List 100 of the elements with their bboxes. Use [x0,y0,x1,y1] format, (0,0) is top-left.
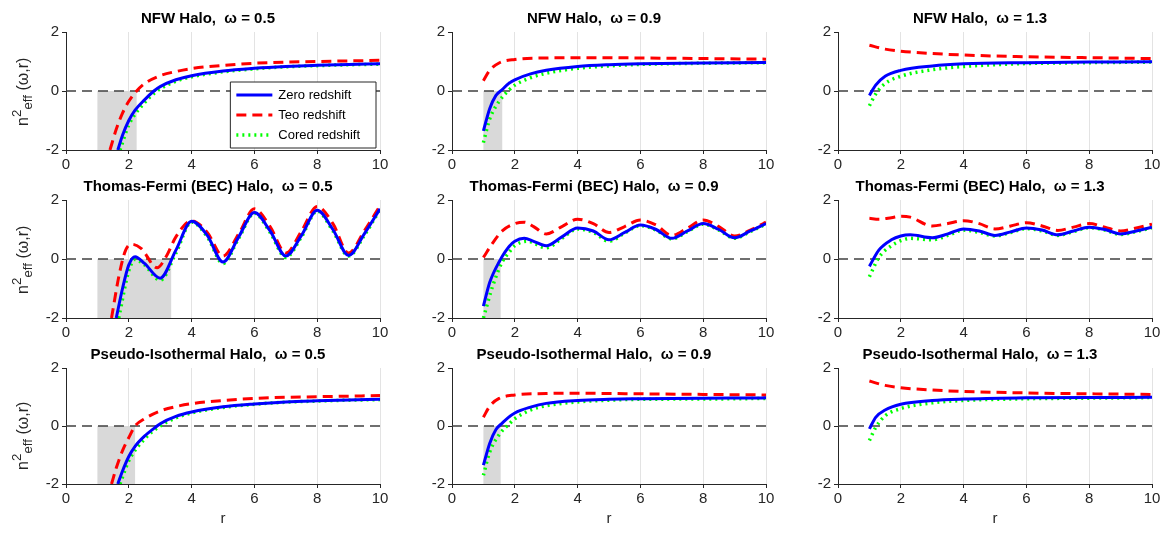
x-tick-label: 10 [371,489,389,507]
line-series [867,43,1152,61]
x-tick-label: 4 [573,155,582,173]
x-tick-label: 10 [1143,489,1161,507]
x-tick-label: 2 [124,323,133,341]
x-tick-label: 0 [447,323,457,341]
x-tick-label: 10 [757,155,775,173]
x-tick-label: 8 [699,489,708,507]
y-tick-label: 0 [50,249,59,267]
x-tick-label: 6 [1022,155,1031,173]
y-tick-label: 2 [50,358,59,376]
y-tick-label: 2 [822,358,831,376]
x-tick-label: 8 [313,323,322,341]
x-tick-label: 0 [833,323,843,341]
x-tick-label: 8 [313,489,322,507]
y-tick-label: 0 [50,416,59,434]
line-series [867,214,1152,233]
y-tick-label: 0 [822,81,831,99]
chart-title: Thomas-Fermi (BEC) Halo, ω = 1.3 [855,177,1105,195]
x-tick-label: 0 [833,155,843,173]
chart-title: Pseudo-Isothermal Halo, ω = 1.3 [862,345,1098,363]
x-tick-label: 8 [699,155,708,173]
line-series [867,395,1152,431]
y-tick-label: 2 [50,22,59,40]
x-tick-label: 10 [1143,323,1161,341]
y-tick-label: -2 [817,140,831,158]
x-tick-label: 6 [250,323,259,341]
x-tick-label: 0 [833,489,843,507]
chart-title: Thomas-Fermi (BEC) Halo, ω = 0.9 [469,177,719,195]
y-tick-label: -2 [45,308,59,326]
x-tick-label: 4 [959,323,968,341]
x-tick-label: 10 [371,323,389,341]
y-tick-label: 2 [436,190,445,208]
x-tick-label: 2 [510,155,519,173]
x-tick-label: 10 [371,155,389,173]
x-tick-label: 4 [959,155,968,173]
y-tick-label: 0 [436,416,445,434]
legend-label: Teo redshift [278,106,346,122]
y-tick-label: -2 [45,140,59,158]
y-tick-label: -2 [431,308,445,326]
y-tick-label: 2 [822,190,831,208]
legend-label: Zero redshift [278,86,352,102]
line-series [867,379,1152,396]
x-tick-label: 4 [187,489,196,507]
x-tick-label: 10 [757,489,775,507]
x-tick-label: 8 [1085,489,1094,507]
x-tick-label: 2 [510,489,519,507]
chart-title: Pseudo-Isothermal Halo, ω = 0.9 [476,345,712,363]
x-tick-label: 6 [250,489,259,507]
x-axis-title: r [220,509,226,527]
x-tick-label: 6 [636,489,645,507]
x-tick-label: 6 [1022,323,1031,341]
x-tick-label: 4 [573,489,582,507]
x-tick-label: 8 [1085,155,1094,173]
x-tick-label: 6 [1022,489,1031,507]
x-tick-label: 10 [1143,155,1161,173]
y-tick-label: -2 [431,140,445,158]
x-tick-label: 6 [636,155,645,173]
x-tick-label: 4 [959,489,968,507]
y-tick-label: 0 [822,249,831,267]
y-tick-label: 0 [50,81,59,99]
x-tick-label: 2 [510,323,519,341]
line-series [867,225,1152,268]
y-tick-label: 2 [50,190,59,208]
legend-label: Cored redshift [278,126,361,142]
x-tick-label: 6 [636,323,645,341]
line-series [867,60,1152,108]
x-tick-label: 6 [250,155,259,173]
y-tick-label: 0 [822,416,831,434]
line-series [481,391,766,419]
y-tick-label: -2 [817,308,831,326]
x-tick-label: 2 [896,155,905,173]
chart-title: NFW Halo, ω = 0.9 [527,9,661,27]
x-tick-label: 4 [187,155,196,173]
x-tick-label: 2 [896,323,905,341]
y-tick-label: 0 [436,81,445,99]
y-tick-label: 2 [436,22,445,40]
y-tick-label: -2 [45,474,59,492]
x-tick-label: 4 [187,323,196,341]
chart-title: NFW Halo, ω = 0.5 [141,9,275,27]
x-tick-label: 2 [124,489,133,507]
x-tick-label: 8 [313,155,322,173]
x-tick-label: 0 [61,323,71,341]
line-series [481,56,766,83]
y-tick-label: -2 [817,474,831,492]
line-series [481,217,766,260]
x-tick-label: 0 [447,489,457,507]
x-axis-title: r [992,509,998,527]
chart-title: Pseudo-Isothermal Halo, ω = 0.5 [90,345,326,363]
y-tick-label: 0 [436,249,445,267]
x-tick-label: 4 [573,323,582,341]
x-axis-title: r [606,509,612,527]
x-tick-label: 0 [61,155,71,173]
x-tick-label: 2 [124,155,133,173]
x-tick-label: 8 [1085,323,1094,341]
y-tick-label: -2 [431,474,445,492]
line-series [867,60,1152,97]
chart-title: Thomas-Fermi (BEC) Halo, ω = 0.5 [83,177,333,195]
y-tick-label: 2 [822,22,831,40]
x-tick-label: 0 [61,489,71,507]
